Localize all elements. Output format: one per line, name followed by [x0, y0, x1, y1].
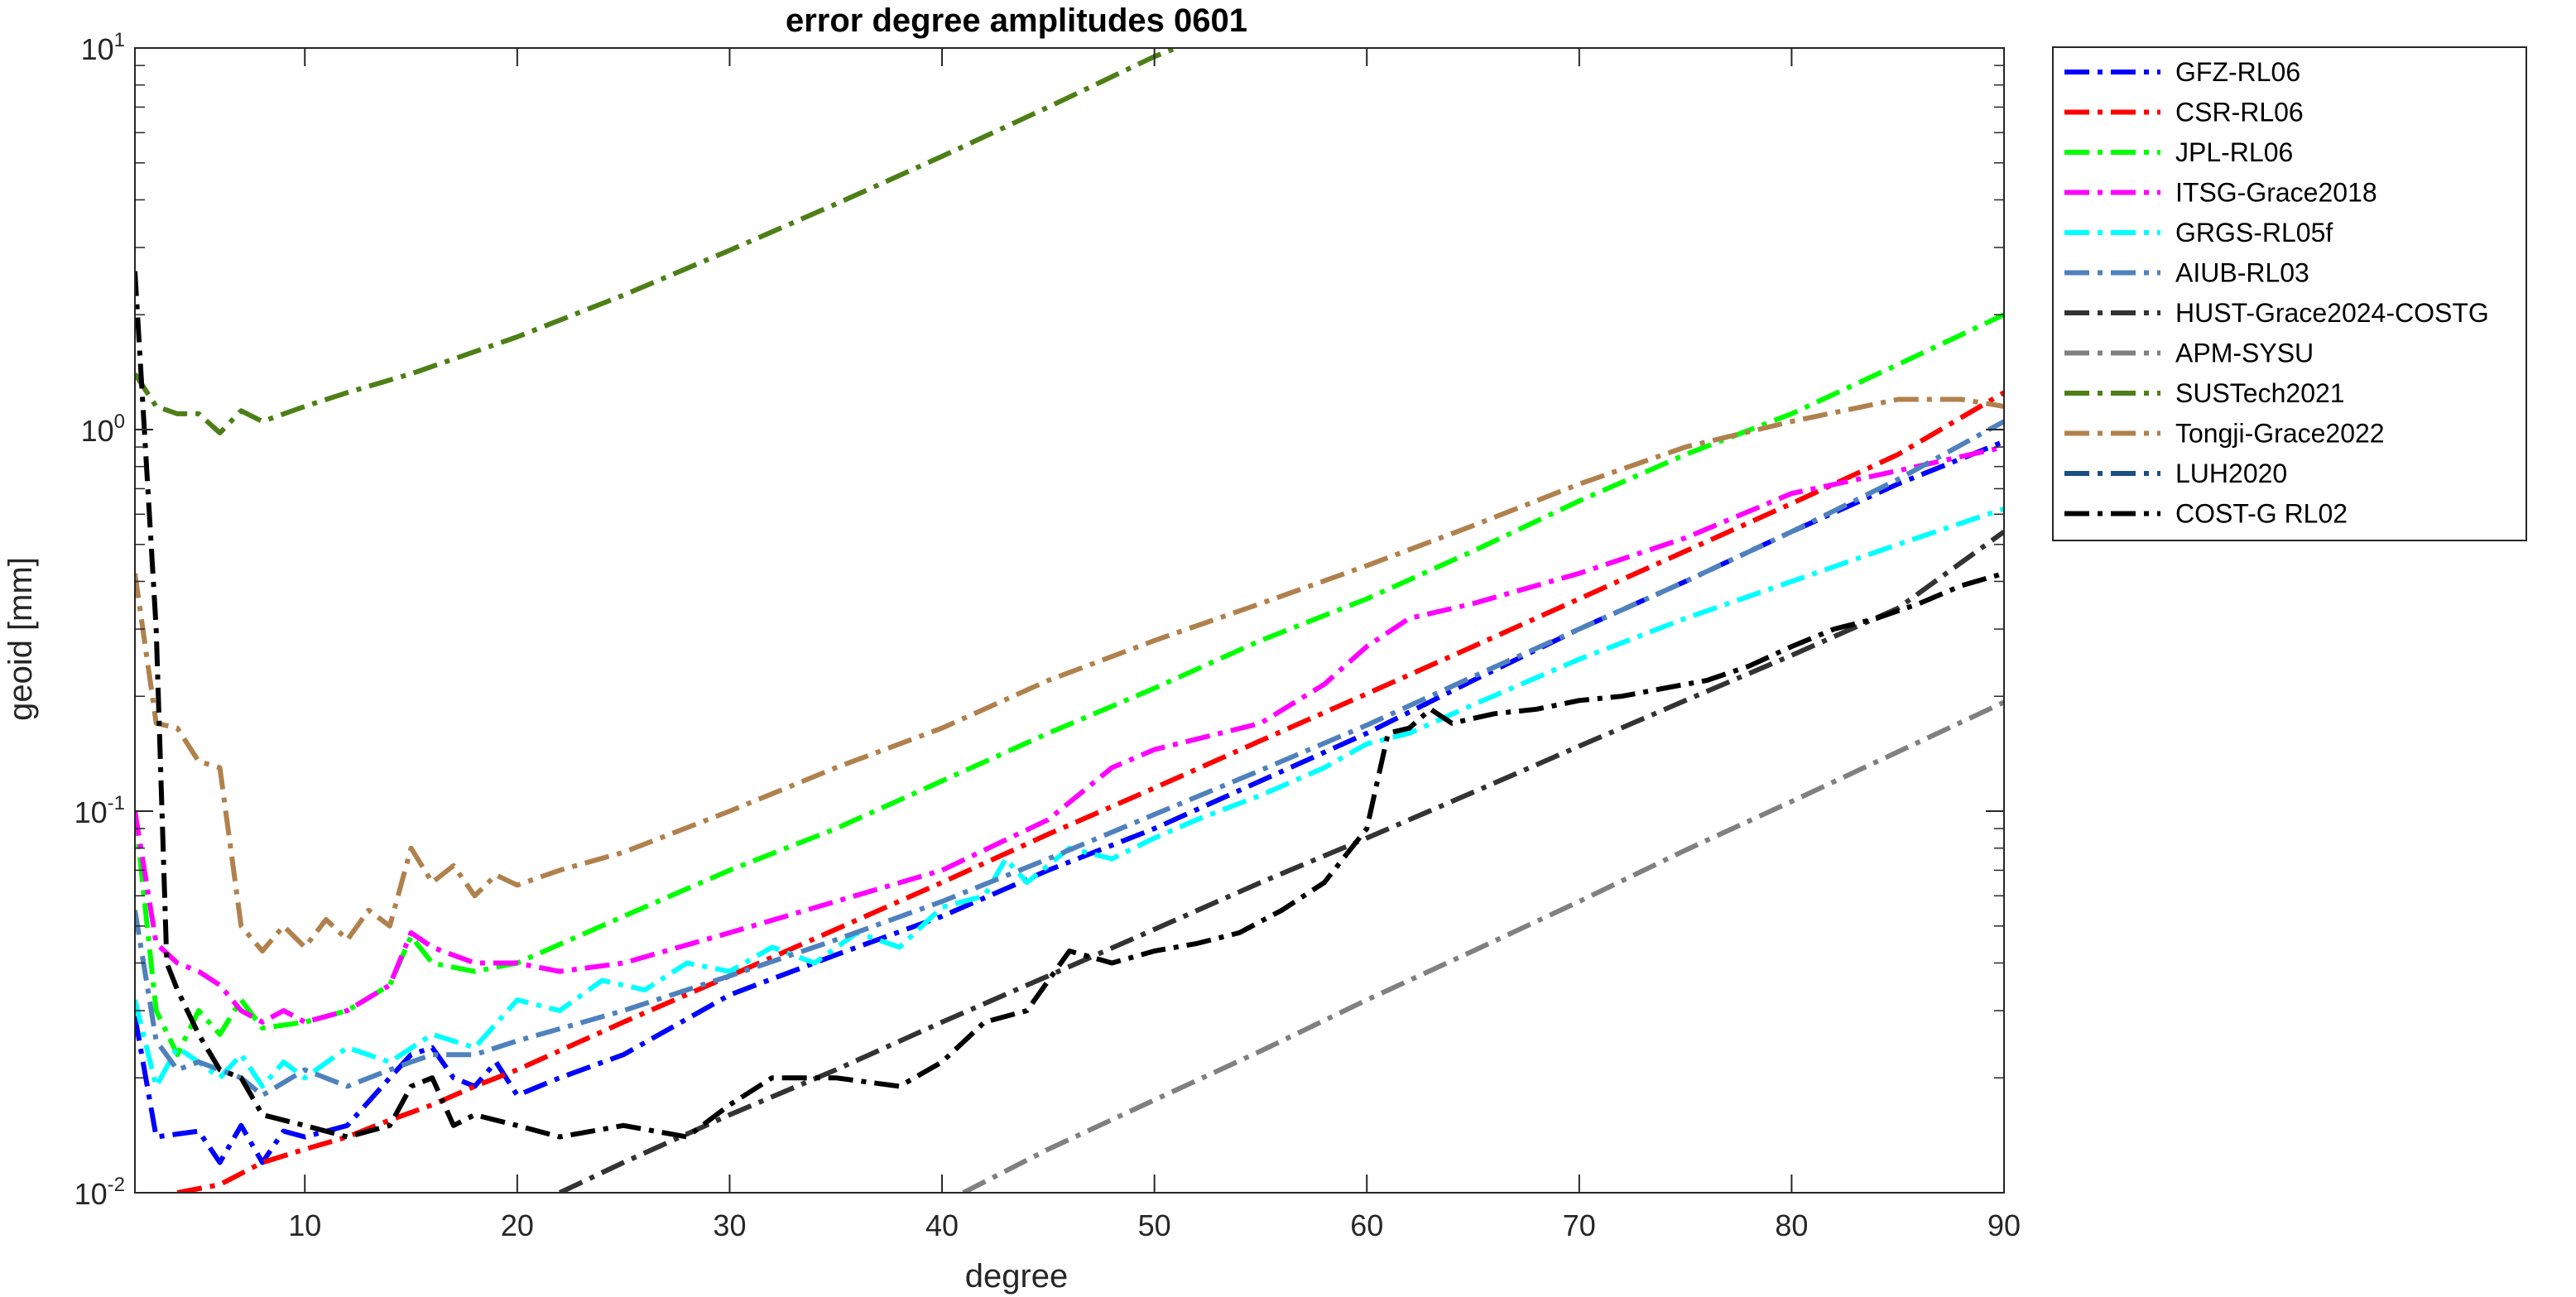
- legend: GFZ-RL06 CSR-RL06 JPL-RL06 ITSG-Grace2018 GR…: [2052, 46, 2527, 541]
- series-line-apm-sysu: [962, 699, 2004, 1193]
- plot-area-frame: [134, 47, 2005, 1194]
- series-line-gfz-rl06: [135, 439, 2004, 1165]
- legend-label-luh2020: LUH2020: [2175, 459, 2287, 488]
- y-tick-label: 100: [81, 411, 125, 448]
- plot-frame-group: [134, 47, 2005, 1194]
- x-tick-label: 20: [501, 1208, 534, 1242]
- y-tick-label: 10-1: [74, 792, 125, 829]
- x-tick-label: 30: [713, 1208, 746, 1242]
- x-tick-label: 70: [1563, 1208, 1596, 1242]
- legend-label-grgs-rl05f: GRGS-RL05f: [2175, 218, 2333, 247]
- legend-box: [2052, 46, 2527, 541]
- legend-item-csr-rl06: CSR-RL06: [2064, 98, 2304, 127]
- legend-item-sustech2021: SUSTech2021: [2064, 378, 2345, 408]
- legend-label-jpl-rl06: JPL-RL06: [2175, 137, 2293, 167]
- legend-item-apm-sysu: APM-SYSU: [2064, 339, 2314, 368]
- legend-item-hust-grace2024-costg: HUST-Grace2024-COSTG: [2064, 298, 2489, 328]
- legend-item-tongji-grace2022: Tongji-Grace2022: [2064, 419, 2385, 449]
- legend-label-apm-sysu: APM-SYSU: [2175, 339, 2314, 368]
- series-line-hust-grace2024-costg: [558, 529, 2004, 1193]
- legend-label-itsg-grace2018: ITSG-Grace2018: [2175, 178, 2377, 208]
- x-tick-group: 10 20 30 40 50 60 70 80 90: [288, 48, 2021, 1242]
- series-line-tongji-grace2022: [135, 396, 2004, 954]
- y-axis-label: geoid [mm]: [2, 557, 39, 721]
- legend-item-cost-g-rl02: COST-G RL02: [2064, 499, 2348, 529]
- chart-title: error degree amplitudes 0601: [786, 2, 1247, 39]
- legend-label-tongji-grace2022: Tongji-Grace2022: [2175, 419, 2385, 449]
- series-line-grgs-rl05f: [135, 506, 2004, 1089]
- x-tick-label: 10: [288, 1208, 321, 1242]
- y-tick-label: 101: [81, 29, 125, 66]
- legend-item-aiub-rl03: AIUB-RL03: [2064, 258, 2309, 288]
- x-tick-label: 90: [1987, 1208, 2021, 1242]
- legend-item-jpl-rl06: JPL-RL06: [2064, 137, 2293, 167]
- series-line-csr-rl06: [176, 390, 2004, 1193]
- legend-label-sustech2021: SUSTech2021: [2175, 378, 2345, 408]
- legend-label-aiub-rl03: AIUB-RL03: [2175, 258, 2309, 288]
- y-tick-group: 10-2 10-1 100 101: [74, 29, 2004, 1211]
- x-tick-label: 60: [1350, 1208, 1383, 1242]
- series-line-sustech2021: [135, 48, 1184, 435]
- legend-label-csr-rl06: CSR-RL06: [2175, 98, 2304, 127]
- legend-item-luh2020: LUH2020: [2064, 459, 2287, 488]
- legend-item-itsg-grace2018: ITSG-Grace2018: [2064, 178, 2377, 208]
- y-tick-label: 10-2: [74, 1174, 125, 1211]
- x-tick-label: 50: [1138, 1208, 1171, 1242]
- legend-item-gfz-rl06: GFZ-RL06: [2064, 57, 2300, 87]
- series-line-cost-g-rl02: [135, 271, 2004, 1140]
- legend-label-gfz-rl06: GFZ-RL06: [2175, 57, 2300, 87]
- x-tick-label: 40: [925, 1208, 959, 1242]
- plot-series-group: [135, 48, 2004, 1193]
- series-line-itsg-grace2018: [135, 444, 2004, 1025]
- legend-label-cost-g-rl02: COST-G RL02: [2175, 499, 2348, 529]
- legend-item-grgs-rl05f: GRGS-RL05f: [2064, 218, 2333, 247]
- legend-label-hust-grace2024-costg: HUST-Grace2024-COSTG: [2175, 298, 2489, 328]
- x-axis-label: degree: [965, 1258, 1069, 1295]
- x-tick-label: 80: [1775, 1208, 1808, 1242]
- series-line-jpl-rl06: [135, 312, 2004, 1058]
- series-line-aiub-rl03: [135, 419, 2004, 1098]
